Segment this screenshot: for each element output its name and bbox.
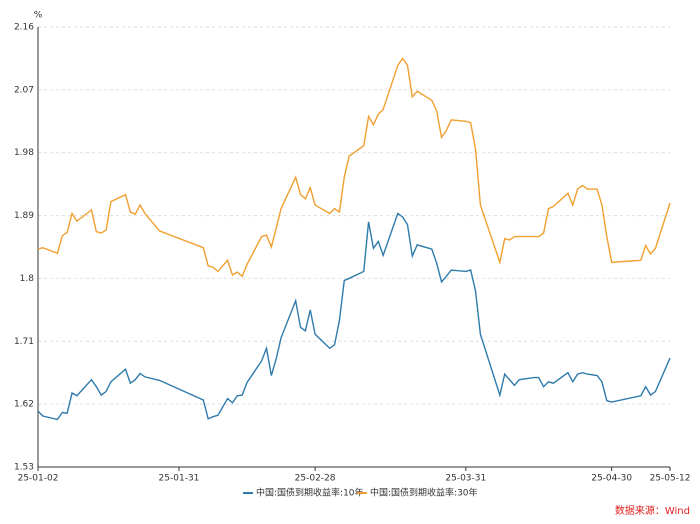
x-tick-label: 25-01-02 — [18, 474, 59, 484]
y-tick-label: 1.62 — [14, 400, 34, 410]
y-tick-label: 2.16 — [14, 23, 34, 33]
y-tick-label: 1.53 — [14, 463, 34, 473]
x-tick-label: 25-03-31 — [445, 474, 486, 484]
x-tick-label: 25-01-31 — [159, 474, 200, 484]
x-tick-label: 25-05-12 — [650, 474, 691, 484]
y-tick-label: 1.98 — [14, 148, 34, 158]
x-tick-label: 25-02-28 — [295, 474, 336, 484]
y-tick-label: 1.8 — [20, 274, 35, 284]
source-note: 数据来源：Wind — [615, 504, 690, 517]
series-line — [37, 212, 671, 421]
x-tick-label: 25-04-30 — [591, 474, 632, 484]
legend-label: 中国:国债到期收益率:30年 — [370, 487, 478, 499]
y-tick-label: 1.89 — [14, 211, 34, 221]
y-tick-label: 1.71 — [14, 337, 34, 347]
y-tick-label: 2.07 — [14, 85, 34, 95]
series-line — [37, 57, 671, 278]
legend-label: 中国:国债到期收益率:10年 — [256, 487, 364, 499]
y-axis-unit: % — [34, 11, 43, 21]
